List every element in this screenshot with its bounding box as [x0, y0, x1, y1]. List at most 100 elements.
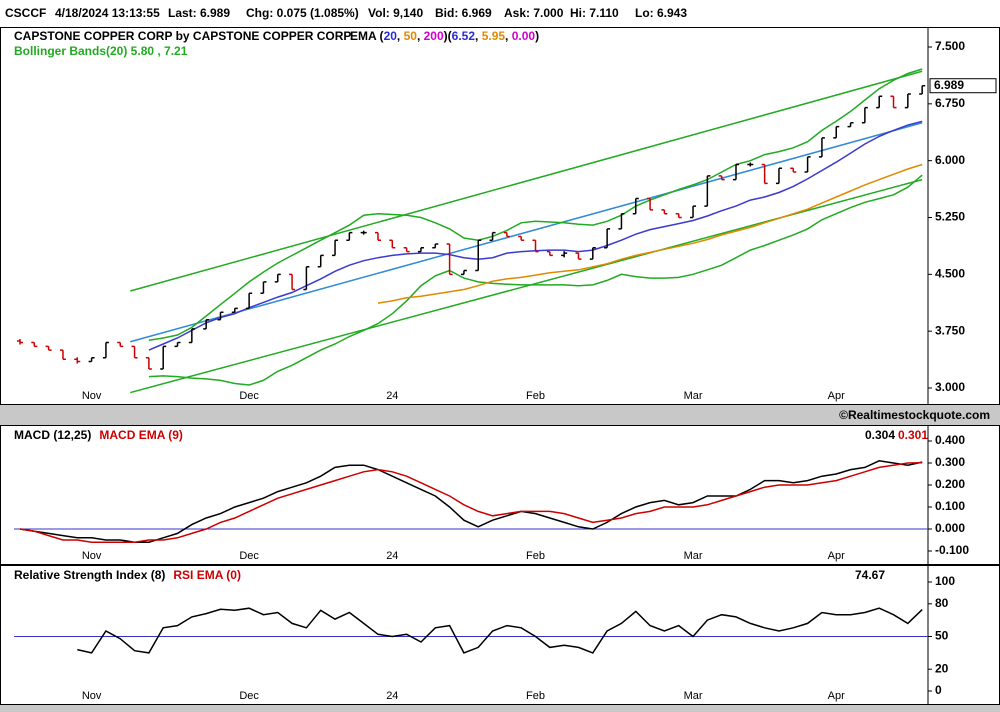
y-tick-label: 80	[935, 596, 949, 610]
bollinger-label: Bollinger Bands(20) 5.80 , 7.21	[14, 44, 188, 58]
chart-title: CAPSTONE COPPER CORP by CAPSTONE COPPER …	[14, 29, 353, 43]
legend-part: ,	[397, 29, 404, 43]
legend-part: ,	[505, 29, 512, 43]
price-bar	[690, 205, 697, 219]
x-tick-label: Nov	[82, 690, 102, 702]
price-bar	[904, 93, 911, 109]
price-bar	[761, 163, 768, 185]
y-tick-label: 50	[935, 629, 949, 643]
y-tick-label: 6.000	[935, 153, 965, 167]
price-bar	[804, 156, 811, 173]
y-tick-label: 5.250	[935, 210, 965, 224]
symbol: CSCCF	[5, 6, 46, 20]
legend-part: 50	[404, 29, 418, 43]
price-bar	[332, 239, 339, 257]
price-bar	[432, 243, 439, 249]
signal-title: RSI EMA (0)	[173, 568, 241, 582]
legend-part: 0.00	[512, 29, 536, 43]
price-bar	[847, 122, 854, 128]
legend-part: 200	[424, 29, 444, 43]
y-tick-label: 6.750	[935, 96, 965, 110]
price-bar	[733, 163, 739, 181]
x-tick-label: Apr	[828, 390, 845, 402]
price-bar	[876, 95, 883, 109]
y-tick-label: 0.300	[935, 455, 965, 469]
price-bar	[818, 137, 825, 158]
price-bar	[575, 252, 582, 260]
price-bar	[246, 292, 253, 310]
x-tick-label: Feb	[526, 690, 545, 702]
price-bar	[489, 231, 496, 241]
price-bar	[274, 273, 281, 283]
price-bar	[217, 311, 224, 321]
x-tick-label: Apr	[828, 550, 845, 562]
price-bar	[389, 239, 396, 249]
legend-part: 6.52	[452, 29, 476, 43]
price-bar	[17, 339, 23, 345]
x-tick-label: Nov	[82, 550, 102, 562]
y-tick-label: 100	[935, 574, 955, 588]
header-field: 4/18/2024 13:13:55	[55, 6, 160, 20]
header-field: Ask: 7.000	[504, 6, 564, 20]
panel-frame	[0, 565, 1000, 705]
price-bar	[260, 281, 267, 295]
price-bar	[289, 273, 296, 291]
price-bar	[74, 357, 81, 364]
trend-line	[130, 122, 923, 343]
price-bar	[503, 231, 510, 238]
series-line	[148, 68, 923, 342]
y-tick-label: 0	[935, 683, 942, 697]
price-bar	[203, 319, 210, 330]
legend-part: EMA (	[350, 29, 384, 43]
price-bar	[375, 231, 381, 241]
price-bar	[675, 212, 682, 219]
legend-part: )	[535, 29, 539, 43]
y-tick-label: 20	[935, 661, 949, 675]
header-field: Hi: 7.110	[570, 6, 619, 20]
y-tick-label: 0.400	[935, 433, 965, 447]
legend-part: (	[448, 29, 452, 43]
price-bar	[403, 247, 410, 253]
x-tick-label: Nov	[82, 390, 102, 402]
price-bar	[145, 356, 152, 370]
legend-part: 5.95	[482, 29, 506, 43]
price-bar	[890, 95, 897, 109]
x-tick-label: Mar	[684, 550, 703, 562]
price-bar	[174, 341, 181, 348]
price-bar	[160, 345, 167, 370]
series-line	[19, 460, 923, 543]
panel-title: Relative Strength Index (8)	[14, 568, 165, 582]
header-field: Last: 6.989	[168, 6, 230, 20]
x-tick-label: 24	[386, 690, 398, 702]
y-tick-label: 3.750	[935, 323, 965, 337]
price-bar	[919, 84, 926, 95]
y-tick-label: 3.000	[935, 380, 965, 394]
price-bar	[618, 212, 625, 230]
x-tick-label: Dec	[239, 550, 259, 562]
price-bar	[88, 356, 95, 363]
header-field: Vol: 9,140	[368, 6, 423, 20]
ema-legend: EMA (20, 50, 200)(6.52, 5.95, 0.00)	[350, 29, 539, 43]
price-bar	[604, 228, 611, 249]
series-line	[19, 462, 923, 543]
legend-part: ,	[475, 29, 482, 43]
price-bar	[632, 197, 639, 215]
panel-frame	[0, 27, 1000, 405]
x-tick-label: Feb	[526, 390, 545, 402]
legend-part: ,	[417, 29, 424, 43]
price-bar	[102, 341, 109, 359]
series-line	[77, 607, 923, 654]
x-tick-label: Apr	[828, 690, 845, 702]
price-bar	[704, 175, 711, 207]
price-bar	[718, 175, 725, 181]
price-bar	[475, 239, 482, 272]
price-bar	[346, 231, 353, 241]
price-bar	[561, 251, 568, 258]
price-bar	[589, 247, 596, 260]
y-tick-label: -0.100	[935, 543, 969, 557]
price-bar	[317, 254, 324, 268]
price-bar	[661, 209, 668, 215]
y-tick-label: 7.500	[935, 39, 965, 53]
price-bar	[117, 341, 124, 348]
